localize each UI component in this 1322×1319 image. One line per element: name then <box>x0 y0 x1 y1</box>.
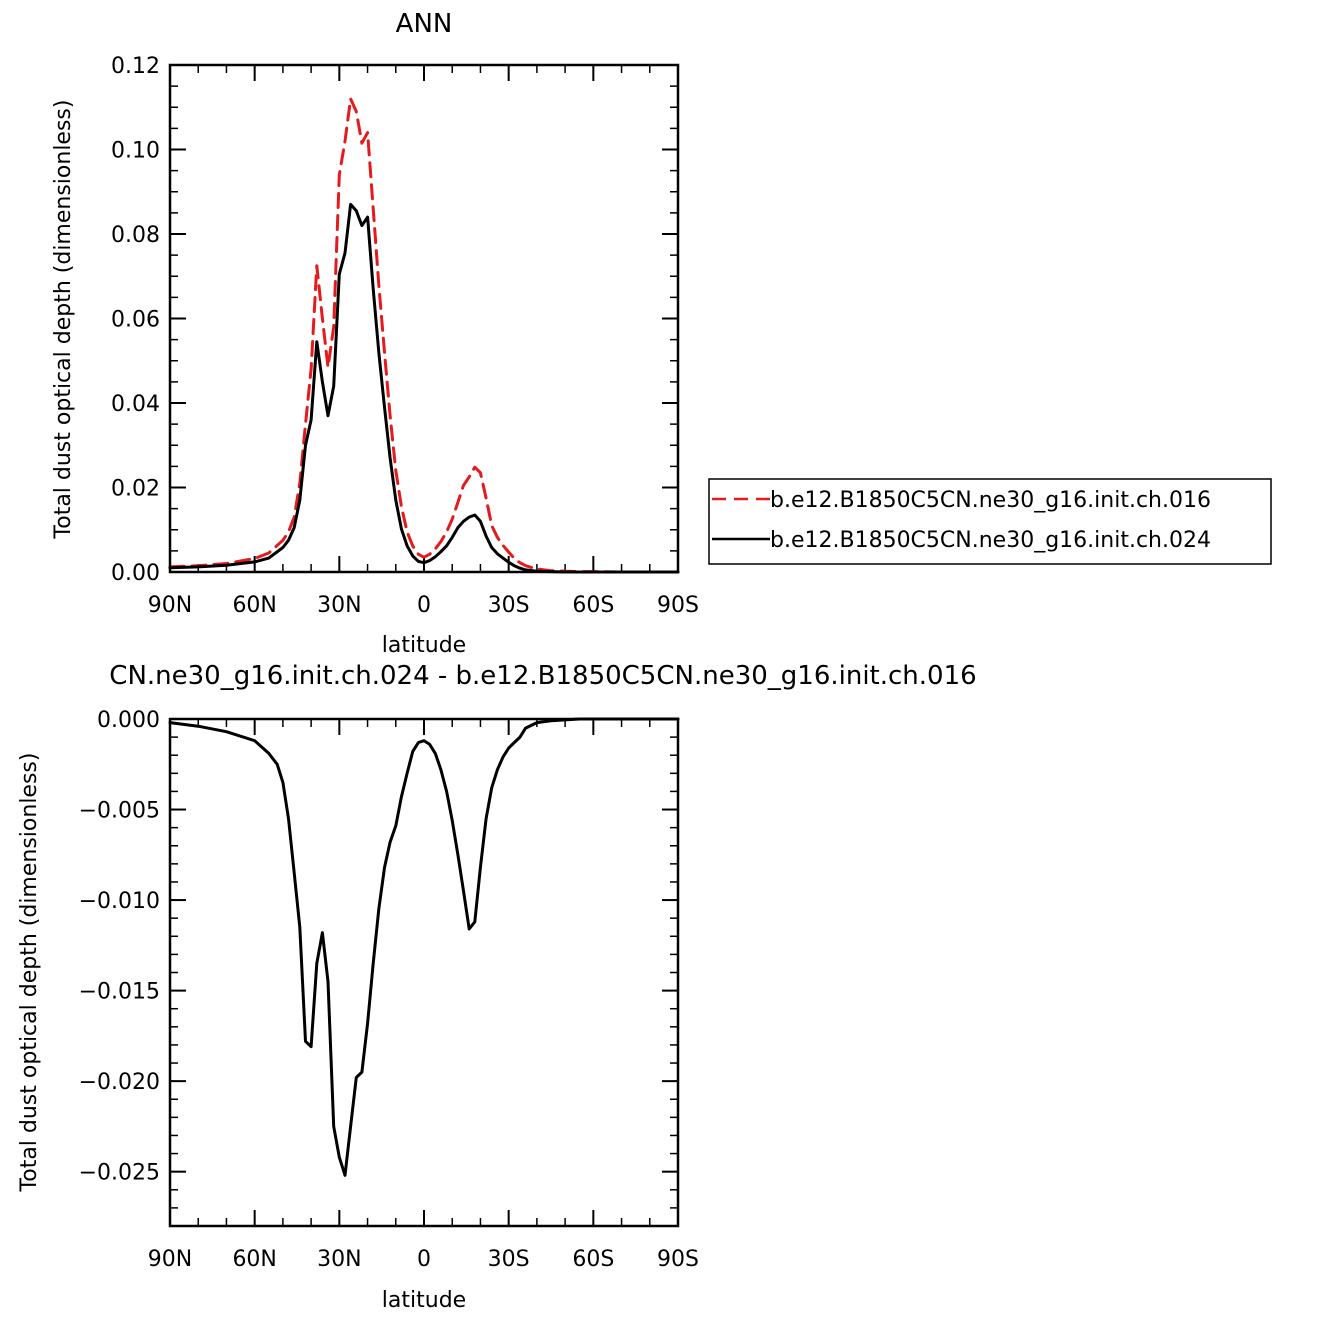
top-x-tick-label: 60N <box>232 593 276 618</box>
top-x-tick-label: 30S <box>488 593 530 618</box>
bottom-x-tick-label: 60S <box>572 1247 614 1272</box>
legend: b.e12.B1850C5CN.ne30_g16.init.ch.016 b.e… <box>708 478 1272 565</box>
top-y-tick-label: 0.08 <box>111 223 160 248</box>
bottom-y-tick-label: −0.005 <box>79 799 160 824</box>
bottom-x-tick-label: 30N <box>317 1247 361 1272</box>
bottom-y-tick-label: −0.015 <box>79 980 160 1005</box>
top-panel: ANN 90N 60N 30N 0 30S 60S 90S 0.00 0.02 0.04 0.06 0… <box>51 9 699 658</box>
top-x-axis-title: latitude <box>382 633 466 658</box>
bottom-x-tick-label: 60N <box>232 1247 276 1272</box>
bottom-x-tick-label: 30S <box>488 1247 530 1272</box>
bottom-chart-title: CN.ne30_g16.init.ch.024 - b.e12.B1850C5C… <box>109 661 976 691</box>
top-y-tick-label: 0.04 <box>111 392 160 417</box>
legend-label-024: b.e12.B1850C5CN.ne30_g16.init.ch.024 <box>770 528 1211 553</box>
top-x-tick-label: 60S <box>572 593 614 618</box>
bottom-plot-frame <box>168 717 680 1228</box>
top-y-tick-label: 0.02 <box>111 477 160 502</box>
top-y-tick-label: 0.12 <box>111 54 160 79</box>
bottom-y-tick-label: 0.000 <box>97 708 160 733</box>
bottom-y-tick-label: −0.020 <box>79 1070 160 1095</box>
top-x-tick-label: 0 <box>417 593 431 618</box>
legend-box <box>708 478 1272 565</box>
top-x-tick-label: 30N <box>317 593 361 618</box>
bottom-y-tick-label: −0.025 <box>79 1161 160 1186</box>
bottom-y-axis-title: Total dust optical depth (dimensionless) <box>17 753 42 1193</box>
top-x-tick-label: 90S <box>657 593 699 618</box>
legend-label-016: b.e12.B1850C5CN.ne30_g16.init.ch.016 <box>770 488 1211 513</box>
top-chart-title: ANN <box>396 9 453 39</box>
bottom-x-tick-label: 90N <box>148 1247 192 1272</box>
top-plot-frame <box>168 63 680 574</box>
bottom-x-tick-label: 90S <box>657 1247 699 1272</box>
top-y-axis-title: Total dust optical depth (dimensionless) <box>51 100 76 540</box>
top-y-tick-label: 0.06 <box>111 308 160 333</box>
top-series-line-1 <box>168 202 680 574</box>
bottom-x-axis-title: latitude <box>382 1288 466 1313</box>
top-y-tick-label: 0.10 <box>111 139 160 164</box>
bottom-series-line-0 <box>168 717 680 1177</box>
top-x-tick-label: 90N <box>148 593 192 618</box>
top-series-line-0 <box>168 97 680 574</box>
top-y-tick-label: 0.00 <box>111 561 160 586</box>
bottom-y-tick-label: −0.010 <box>79 889 160 914</box>
bottom-panel: CN.ne30_g16.init.ch.024 - b.e12.B1850C5C… <box>17 661 977 1313</box>
bottom-x-tick-label: 0 <box>417 1247 431 1272</box>
